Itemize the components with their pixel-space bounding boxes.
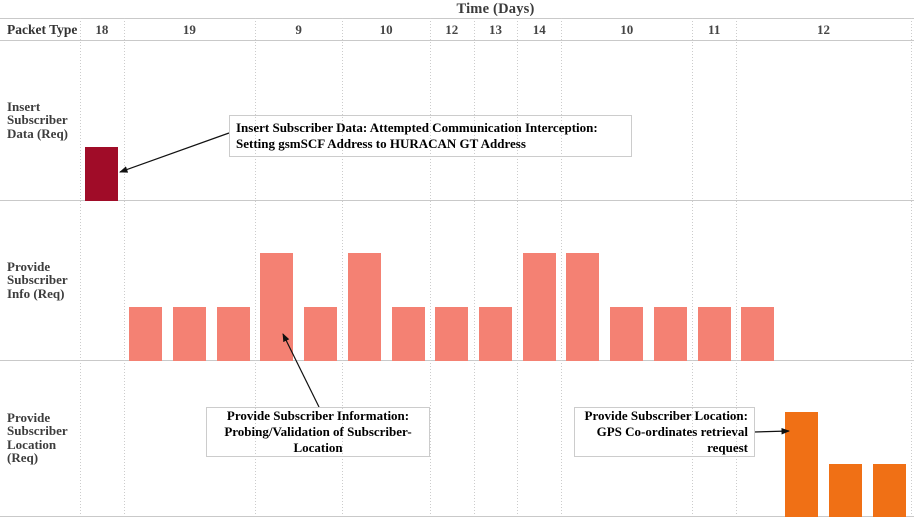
insert-subscriber-data-annotation: Insert Subscriber Data: Attempted Commun… [229, 115, 632, 157]
provide-subscriber-info-bar [172, 306, 206, 361]
annotation-line: Probing/Validation of Subscriber- [224, 424, 412, 439]
x-tick-label: 13 [488, 21, 502, 37]
annotation-line: request [707, 440, 748, 455]
annotation-line: Insert Subscriber Data: Attempted Commun… [236, 120, 598, 135]
row-label-provide-subscriber-location: Provide Subscriber Location (Req) [7, 410, 68, 466]
provide-subscriber-location-bar [828, 464, 862, 517]
gridline-horizontal [0, 40, 914, 42]
annotation-line: Setting gsmSCF Address to HURACAN GT Add… [236, 136, 526, 151]
packet-type-axis-header: Packet Type [7, 22, 78, 37]
annotation-line: Location [293, 440, 343, 455]
gridline-vertical [736, 18, 738, 516]
x-tick-label: 10 [379, 21, 393, 37]
x-tick-label: 12 [817, 21, 831, 37]
provide-subscriber-info-bar [741, 306, 775, 361]
gridline-horizontal [0, 200, 914, 202]
annotation-line: GPS Co-ordinates retrieval [596, 424, 748, 439]
gridline-vertical [123, 18, 125, 516]
chart-title: Time (Days) [456, 1, 535, 17]
gridline-vertical [80, 18, 81, 516]
x-tick-label: 19 [182, 21, 196, 37]
gridline-vertical [342, 18, 344, 516]
gridline-vertical [692, 18, 694, 516]
gridline-vertical [254, 18, 256, 516]
x-tick-label: 11 [708, 21, 721, 37]
x-tick-label: 9 [295, 21, 302, 37]
gridline-horizontal [0, 18, 914, 20]
provide-subscriber-info-bar [129, 306, 163, 361]
provide-subscriber-location-bar [872, 464, 906, 517]
provide-subscriber-info-bar [653, 306, 687, 361]
x-tick-label: 18 [95, 21, 109, 37]
gridline-vertical [429, 18, 431, 516]
gridline-vertical [473, 18, 475, 516]
gridline-vertical [911, 18, 912, 516]
x-tick-label: 14 [532, 21, 546, 37]
row-label-insert-subscriber-data: Insert Subscriber Data (Req) [7, 98, 69, 141]
provide-subscriber-info-bar [304, 306, 338, 361]
provide-subscriber-info-bar [479, 306, 512, 361]
provide-subscriber-info-bar [697, 306, 731, 361]
annotation-arrow [282, 333, 320, 408]
x-tick-label: 12 [445, 21, 459, 37]
insert-subscriber-data-bar [85, 146, 119, 201]
row-label-provide-subscriber-info: Provide Subscriber Info (Req) [7, 258, 68, 301]
provide-subscriber-info-bar [391, 306, 425, 361]
provide-subscriber-info-bar [347, 253, 381, 361]
x-tick-label: 10 [620, 21, 634, 37]
annotation-arrow [753, 427, 790, 435]
provide-subscriber-info-bar [566, 253, 600, 361]
provide-subscriber-location-annotation: Provide Subscriber Location: GPS Co-ordin… [574, 407, 755, 457]
gridline-horizontal [0, 516, 914, 518]
provide-subscriber-info-bar [216, 306, 250, 361]
provide-subscriber-info-annotation: Provide Subscriber Information: Probing/V… [206, 407, 430, 457]
gridline-vertical [517, 18, 519, 516]
provide-subscriber-info-bar [610, 306, 644, 361]
annotation-arrow [119, 132, 230, 173]
annotation-line: Provide Subscriber Location: [584, 408, 748, 423]
annotation-line: Provide Subscriber Information: [226, 408, 410, 423]
provide-subscriber-info-bar [435, 306, 469, 361]
provide-subscriber-info-bar [522, 253, 556, 361]
gridline-vertical [561, 18, 563, 516]
provide-subscriber-location-bar [785, 412, 819, 517]
